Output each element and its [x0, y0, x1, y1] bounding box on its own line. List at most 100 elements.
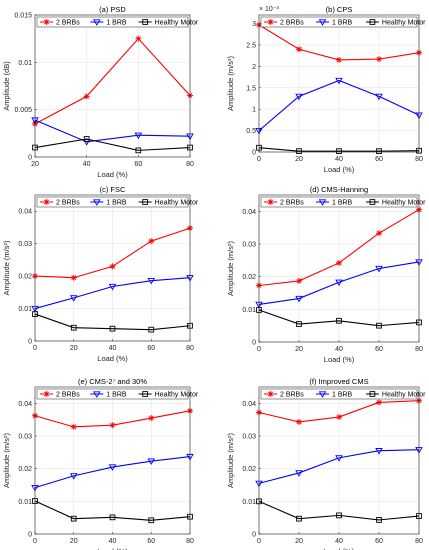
x-tick-label: 0	[257, 538, 261, 545]
x-tick-label: 0	[33, 538, 37, 545]
chart-panel-5: 0 0.01 0.02 0.03 0.04 0 20 40 60 80 (f) Improved C…	[226, 377, 426, 550]
y-axis-label: Amplitude (m/s²)	[2, 432, 11, 488]
legend-marker	[369, 391, 376, 397]
data-point	[296, 46, 302, 53]
legend: 2 BRBs 1 BRB Healthy Motor	[260, 388, 426, 400]
data-point	[148, 517, 155, 524]
legend-box	[36, 196, 189, 208]
legend-marker	[318, 391, 327, 398]
x-tick-label: 80	[186, 161, 194, 168]
x-axis-label: Load (%)	[324, 165, 355, 174]
legend-label: Healthy Motor	[155, 200, 199, 207]
data-point-stroke	[336, 57, 342, 63]
y-axis-label: Amplitude (m/s²)	[226, 55, 235, 111]
data-point	[336, 414, 342, 421]
data-point	[295, 93, 303, 101]
data-point	[295, 295, 303, 303]
data-point	[335, 279, 343, 287]
x-tick-label: 80	[186, 345, 194, 352]
y-tick-label: 0.01	[18, 60, 32, 67]
series-line	[34, 456, 191, 489]
x-tick-label: 20	[31, 161, 39, 168]
x-tick-label: 60	[375, 346, 383, 353]
legend-box	[260, 388, 418, 400]
plot-frame	[258, 386, 420, 535]
x-tick-label: 40	[109, 345, 117, 352]
x-tick-label: 80	[415, 538, 423, 545]
legend-marker	[267, 199, 274, 205]
legend-label: Healthy Motor	[155, 392, 199, 399]
x-tick-label: 40	[83, 161, 91, 168]
data-point	[296, 321, 302, 327]
y-tick-label: 1.5	[246, 85, 256, 92]
series-line	[34, 37, 191, 125]
x-tick-label: 0	[33, 345, 37, 352]
legend-marker-stroke	[268, 391, 273, 397]
x-tick-label: 40	[335, 538, 343, 545]
data-point	[336, 259, 342, 266]
y-tick-label: 0.02	[242, 274, 256, 281]
legend-marker	[142, 19, 149, 25]
legend: 2 BRBs 1 BRB Healthy Motor	[36, 16, 199, 28]
legend: 2 BRBs 1 BRB Healthy Motor	[36, 196, 199, 208]
x-axis-label: Load (%)	[97, 170, 128, 179]
legend-marker	[318, 19, 327, 26]
legend-box	[36, 388, 189, 400]
y-tick-label: 0.03	[242, 434, 256, 441]
series-line	[34, 313, 191, 331]
data-point	[376, 322, 382, 329]
legend-marker	[369, 19, 376, 25]
chart-panel-4: 0 0.01 0.02 0.03 0.04 0 20 40 60 80 (e) CMS-2⁷ and…	[2, 377, 199, 550]
data-point-stroke	[296, 278, 302, 284]
y-tick-label: 2	[252, 64, 256, 71]
legend-marker	[93, 19, 101, 26]
legend-marker-stroke	[44, 19, 49, 25]
chart-title: (d) CMS-Hanning	[310, 185, 368, 194]
y-tick-label: 0.02	[242, 466, 256, 473]
data-point	[135, 35, 142, 42]
legend-box	[36, 16, 189, 28]
data-point	[376, 148, 382, 154]
legend-marker	[267, 19, 274, 25]
data-point-stroke	[336, 260, 342, 266]
legend-label: 2 BRBs	[280, 20, 304, 27]
y-tick-label: 0	[28, 339, 32, 346]
data-point	[148, 326, 155, 333]
chart-title: (f) Improved CMS	[309, 377, 368, 386]
y-tick-label: 0.5	[246, 128, 256, 135]
x-axis-label: Load (%)	[324, 355, 355, 364]
data-point	[296, 148, 302, 154]
legend: 2 BRBs 1 BRB Healthy Motor	[260, 196, 426, 208]
legend-marker	[43, 19, 50, 25]
data-point-stroke	[376, 230, 382, 236]
series-line	[258, 309, 420, 327]
y-axis-label: Amplitude (m/s²)	[2, 240, 11, 296]
series-line	[258, 261, 420, 305]
plot-area	[35, 15, 190, 157]
x-tick-label: 60	[375, 538, 383, 545]
data-point-stroke	[84, 93, 90, 99]
data-point	[375, 93, 383, 101]
legend-marker-stroke	[44, 391, 49, 397]
legend-label: 2 BRBs	[280, 200, 304, 207]
data-point	[336, 512, 342, 519]
plot-frame	[34, 386, 191, 535]
x-tick-label: 20	[70, 345, 78, 352]
series-line	[258, 449, 420, 484]
x-tick-label: 20	[295, 346, 303, 353]
chart-title: (b) CPS	[326, 5, 353, 14]
data-point	[148, 415, 155, 422]
plot-frame	[34, 194, 191, 342]
series-line	[34, 138, 191, 151]
legend-label: 2 BRBs	[56, 392, 80, 399]
data-point	[135, 147, 142, 154]
chart-panel-0: 0 0.005 0.01 0.015 20 40 60 80 (a) PSD Load (%) Am…	[2, 5, 199, 179]
legend-label: 1 BRB	[332, 20, 353, 27]
y-tick-label: 0	[28, 532, 32, 539]
data-point	[336, 317, 342, 324]
x-axis-label: Load (%)	[97, 354, 128, 363]
series-line	[258, 147, 420, 152]
data-point	[69, 473, 78, 480]
data-point	[296, 515, 302, 522]
legend-marker	[43, 199, 50, 205]
